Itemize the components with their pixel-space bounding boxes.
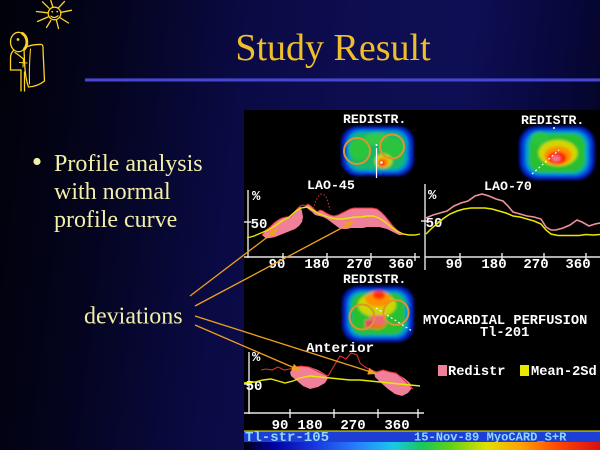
- svg-text:deviations: deviations: [84, 304, 183, 330]
- svg-text:profile curve: profile curve: [54, 207, 177, 233]
- svg-text:%: %: [252, 350, 261, 366]
- svg-text:LAO-70: LAO-70: [484, 179, 532, 194]
- svg-text:Profile analysis: Profile analysis: [54, 151, 203, 177]
- svg-text:REDISTR.: REDISTR.: [343, 112, 406, 127]
- svg-text:180: 180: [481, 257, 506, 273]
- svg-text:with normal: with normal: [54, 179, 171, 205]
- svg-text:360: 360: [384, 418, 409, 434]
- svg-text:Anterior: Anterior: [306, 341, 374, 357]
- svg-text:270: 270: [340, 418, 365, 434]
- svg-text:Tl-201: Tl-201: [480, 326, 529, 341]
- svg-text:REDISTR.: REDISTR.: [521, 113, 584, 128]
- svg-text:90: 90: [269, 257, 286, 273]
- svg-text:Study Result: Study Result: [235, 27, 431, 69]
- svg-text:50: 50: [426, 216, 443, 232]
- svg-text:270: 270: [523, 257, 548, 273]
- svg-text:270: 270: [346, 257, 371, 273]
- svg-text:Mean-2Sd: Mean-2Sd: [531, 365, 597, 380]
- svg-text:MYOCARDIAL PERFUSION: MYOCARDIAL PERFUSION: [423, 314, 587, 329]
- svg-text:LAO-45: LAO-45: [307, 178, 355, 193]
- svg-text:360: 360: [388, 257, 413, 273]
- svg-text:%: %: [252, 189, 261, 205]
- svg-text:180: 180: [304, 257, 329, 273]
- svg-text:Redistr: Redistr: [448, 365, 506, 380]
- svg-text:360: 360: [565, 257, 590, 273]
- svg-text:15-Nov-89 MyoCARD_S+R: 15-Nov-89 MyoCARD_S+R: [414, 431, 567, 445]
- svg-text:90: 90: [446, 257, 463, 273]
- svg-text:REDISTR.: REDISTR.: [343, 272, 406, 287]
- svg-text:%: %: [428, 188, 437, 204]
- svg-text:90: 90: [272, 418, 289, 434]
- svg-text:50: 50: [251, 217, 268, 233]
- svg-text:180: 180: [297, 418, 322, 434]
